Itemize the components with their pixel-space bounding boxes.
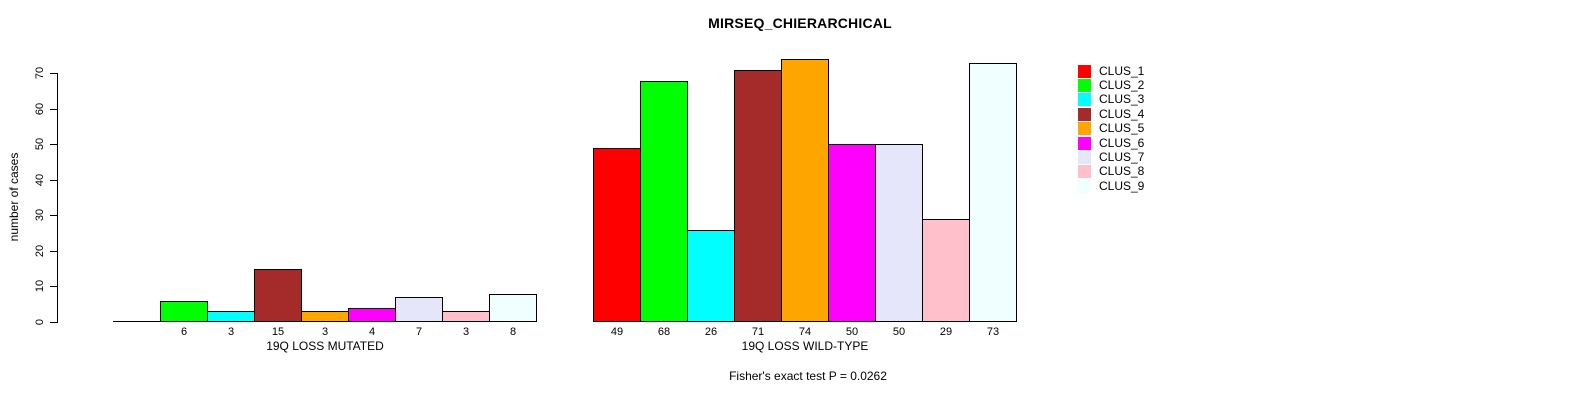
legend-swatch: [1078, 107, 1091, 121]
bar-value-label: 29: [939, 326, 953, 338]
legend-label: CLUS_8: [1099, 164, 1145, 179]
legend-item-clus_6: CLUS_6: [1078, 136, 1144, 150]
bar-clus_3: [207, 311, 255, 322]
y-axis-tick-label: 20: [34, 244, 46, 258]
bar-value-label: 3: [227, 326, 235, 338]
bar-clus_6: [348, 308, 396, 322]
legend-item-clus_2: CLUS_2: [1078, 78, 1145, 93]
bar-value-label: 74: [798, 326, 812, 338]
legend-label: CLUS_3: [1099, 92, 1145, 107]
y-axis-tick: [50, 215, 57, 216]
y-axis-label: number of cases: [7, 152, 21, 242]
y-axis-tick: [50, 109, 57, 110]
legend-swatch: [1078, 93, 1091, 107]
legend-label: CLUS_9: [1099, 178, 1145, 193]
bar-value-label: 15: [271, 326, 285, 338]
legend-label: CLUS_6: [1099, 135, 1145, 150]
y-axis-tick-label: 40: [34, 173, 46, 187]
y-axis-tick-label: 0: [34, 318, 46, 326]
y-axis-tick-label: 50: [34, 137, 46, 151]
bar-clus_5: [781, 59, 829, 322]
legend-swatch: [1078, 64, 1091, 78]
legend-item-clus_4: CLUS_4: [1078, 107, 1144, 121]
y-axis-tick: [50, 251, 57, 252]
legend-label: CLUS_4: [1099, 106, 1145, 121]
fisher-test-annotation: Fisher's exact test P = 0.0262: [729, 369, 887, 383]
legend-item-clus_1: CLUS_1: [1078, 64, 1144, 78]
bar-clus_3: [687, 230, 735, 322]
y-axis-tick: [50, 180, 57, 181]
bar-value-label: 26: [704, 326, 718, 338]
bar-value-label: 49: [610, 326, 624, 338]
bar-value-label: 6: [180, 326, 188, 338]
bar-value-label: 8: [509, 326, 517, 338]
bar-value-label: 3: [321, 326, 329, 338]
bar-value-label: 73: [986, 326, 1000, 338]
bar-clus_4: [254, 269, 302, 322]
legend-swatch: [1078, 165, 1091, 179]
group-label-wild-type: 19Q LOSS WILD-TYPE: [741, 339, 869, 353]
legend: CLUS_1 CLUS_2 CLUS_3 CLUS_4 CLUS_5 CLUS_6 CLUS…: [1078, 64, 1144, 194]
group-label-mutated: 19Q LOSS MUTATED: [266, 339, 384, 353]
y-axis-tick-label: 10: [34, 279, 46, 293]
legend-label: CLUS_1: [1099, 63, 1145, 78]
bar-clus_7: [875, 144, 923, 322]
legend-label: CLUS_7: [1099, 150, 1145, 165]
legend-swatch: [1078, 79, 1091, 93]
legend-item-clus_9: CLUS_9: [1078, 179, 1144, 193]
y-axis-tick-label: 30: [34, 208, 46, 222]
legend-item-clus_3: CLUS_3: [1078, 93, 1144, 107]
legend-swatch: [1078, 136, 1091, 150]
legend-swatch: [1078, 122, 1091, 136]
bar-clus_7: [395, 297, 443, 322]
y-axis-tick: [50, 322, 57, 323]
y-axis-line: [57, 73, 58, 323]
legend-item-clus_5: CLUS_5: [1078, 122, 1144, 136]
bar-clus_5: [301, 311, 349, 322]
chart-title: MIRSEQ_CHIERARCHICAL: [708, 15, 892, 31]
bar-clus_2: [160, 301, 208, 322]
legend-swatch: [1078, 151, 1091, 165]
bar-clus_9: [489, 294, 537, 322]
bar-clus_9: [969, 63, 1017, 322]
bar-value-label: 68: [657, 326, 671, 338]
y-axis-tick-label: 60: [34, 102, 46, 116]
bar-value-label: 50: [892, 326, 906, 338]
bar-clus_8: [442, 311, 490, 322]
legend-label: CLUS_5: [1099, 121, 1145, 136]
bar-clus_8: [922, 219, 970, 322]
legend-item-clus_8: CLUS_8: [1078, 165, 1144, 179]
legend-label: CLUS_2: [1099, 78, 1145, 93]
bar-clus_6: [828, 144, 876, 322]
y-axis-tick: [50, 286, 57, 287]
legend-item-clus_7: CLUS_7: [1078, 150, 1145, 165]
y-axis-tick: [50, 73, 57, 74]
y-axis-tick-label: 70: [34, 66, 46, 80]
y-axis-tick: [50, 144, 57, 145]
bar-clus_1: [593, 148, 641, 322]
bar-clus_1-zero: [113, 321, 161, 322]
bar-value-label: 7: [415, 326, 423, 338]
bar-clus_2: [640, 81, 688, 322]
legend-swatch: [1078, 179, 1091, 193]
bar-value-label: 50: [845, 326, 859, 338]
bar-value-label: 4: [368, 326, 376, 338]
bar-clus_4: [734, 70, 782, 322]
bar-value-label: 3: [462, 326, 470, 338]
bar-value-label: 71: [751, 326, 765, 338]
